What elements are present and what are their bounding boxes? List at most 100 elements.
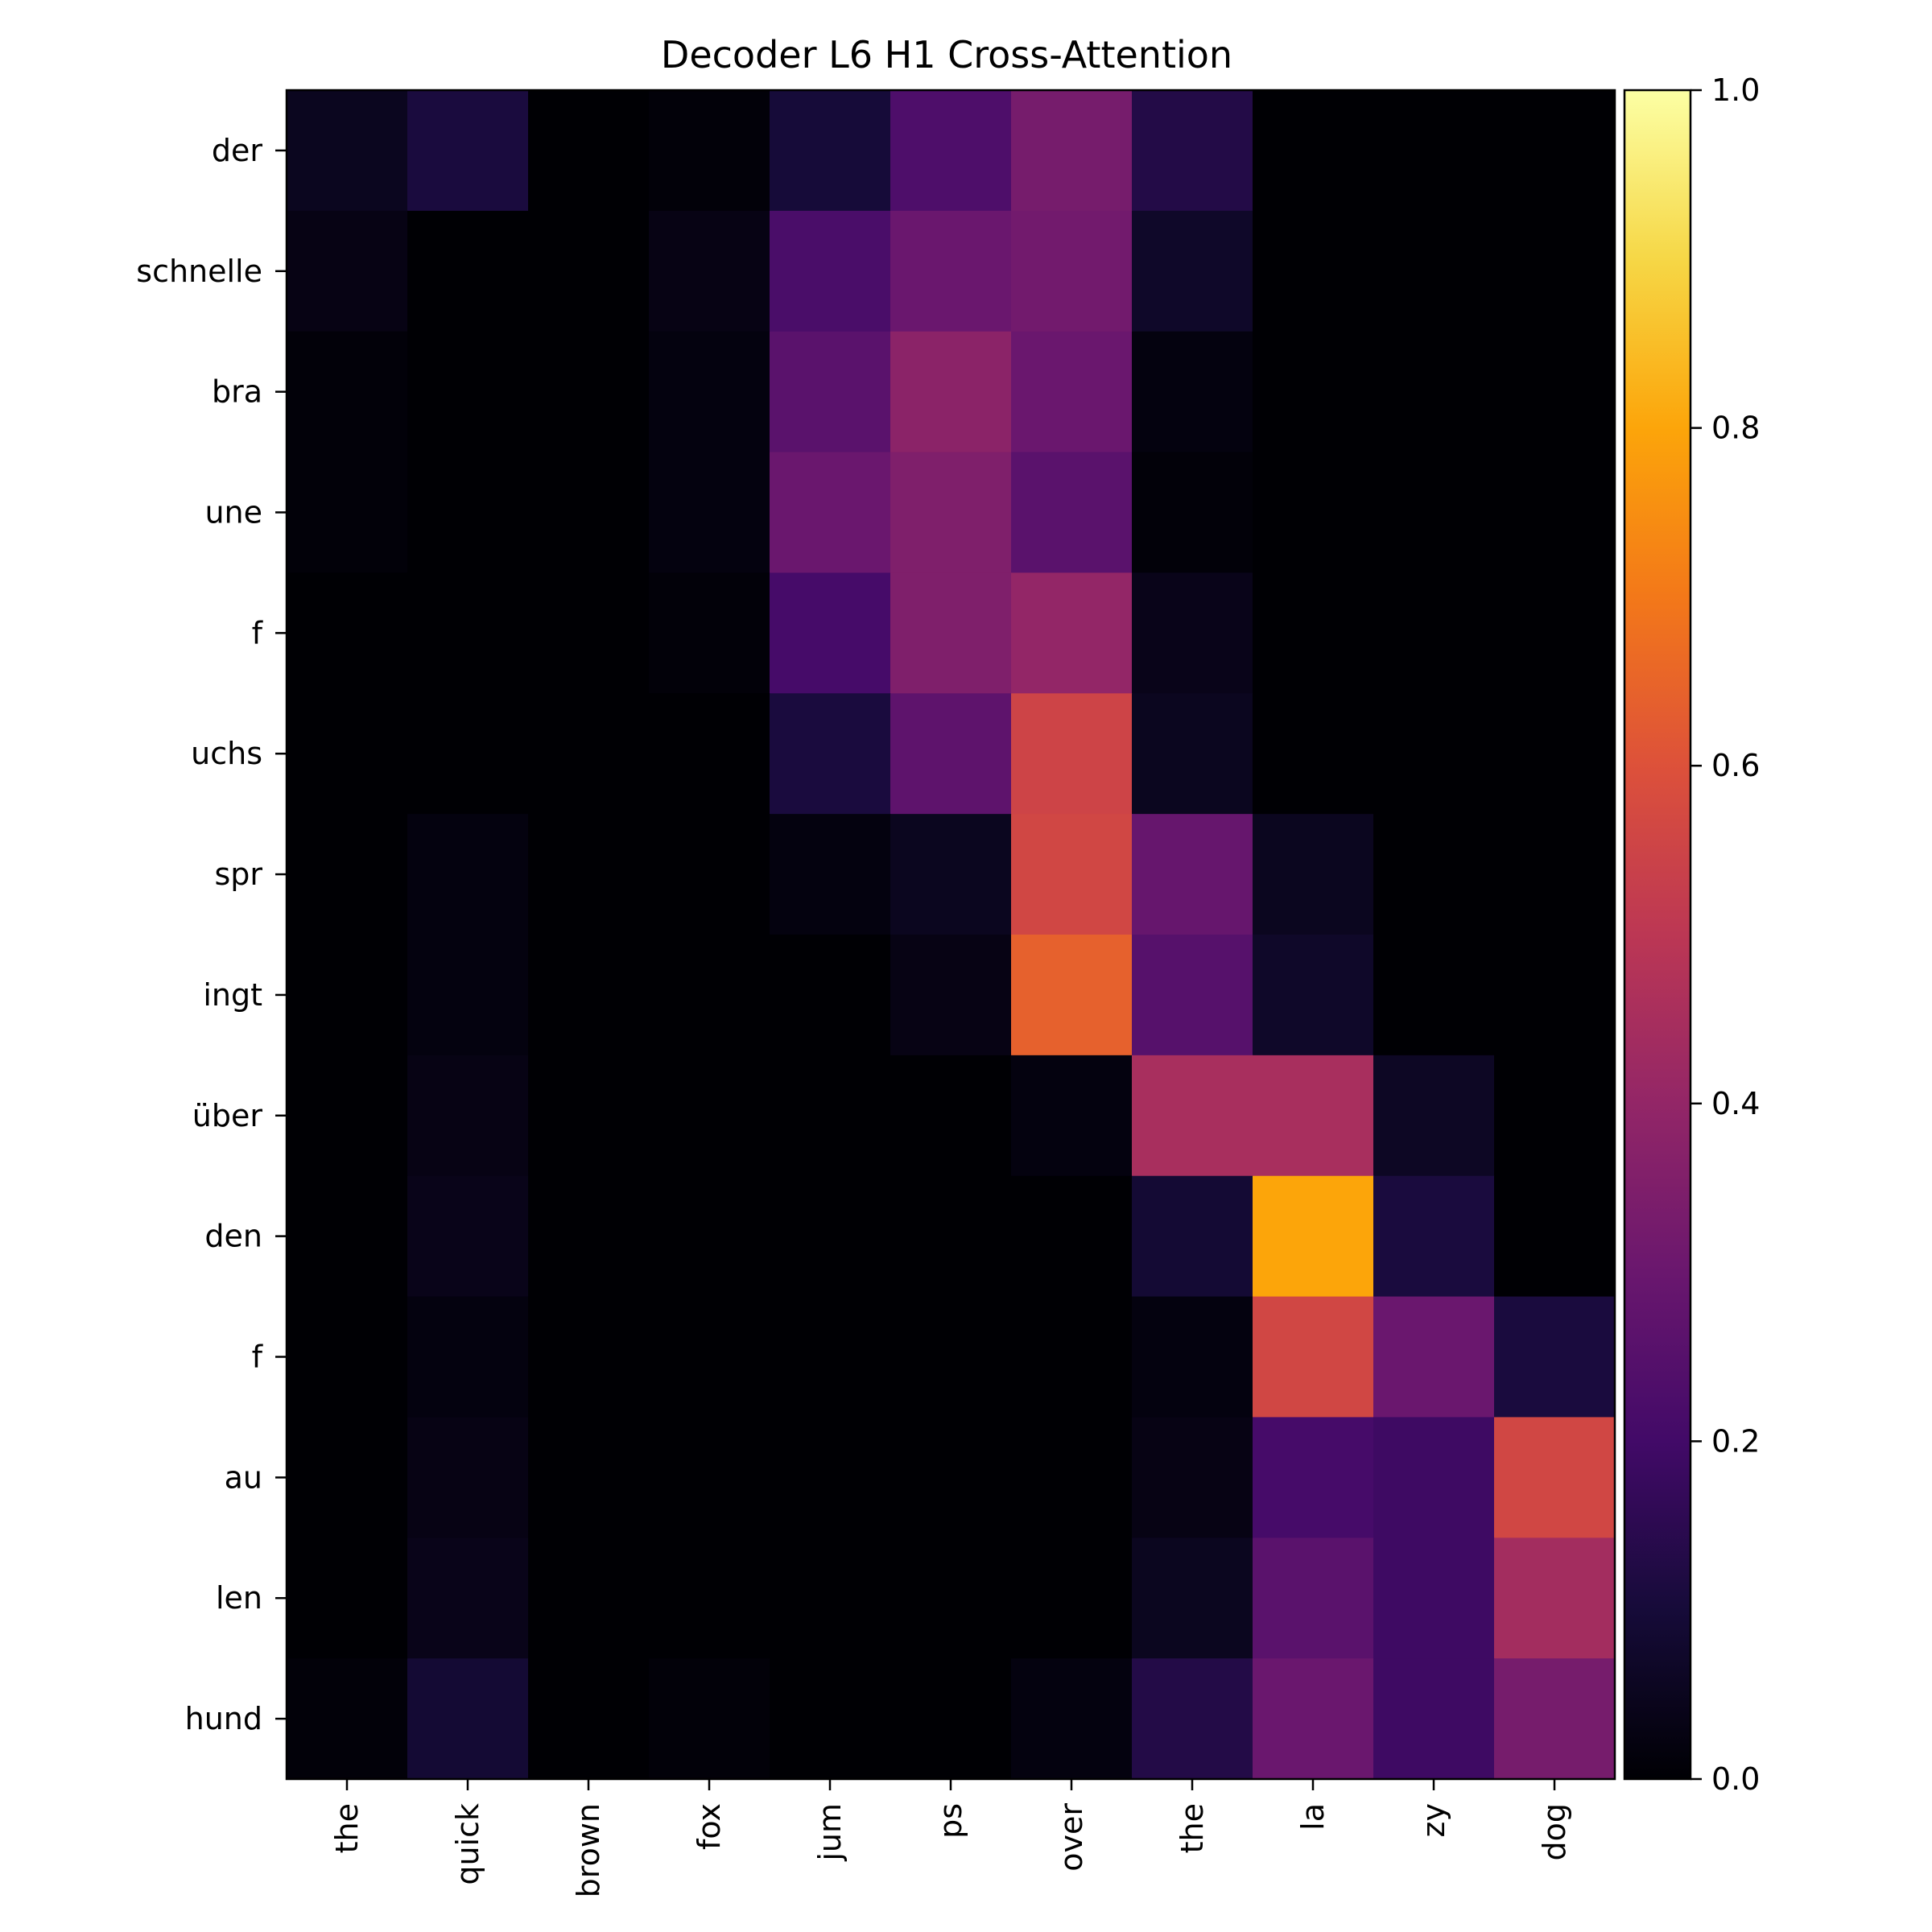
heatmap-cell (1011, 935, 1133, 1056)
y-tick-label: au (225, 1459, 262, 1495)
heatmap-cell (528, 210, 650, 332)
heatmap-cell (528, 1055, 650, 1177)
heatmap-cell (1494, 1417, 1616, 1538)
heatmap-cell (1494, 572, 1616, 694)
chart-title: Decoder L6 H1 Cross-Attention (661, 33, 1232, 76)
heatmap-cell (890, 935, 1012, 1056)
heatmap-cell (1253, 331, 1374, 453)
heatmap-cell (1373, 331, 1495, 453)
heatmap-cell (287, 1538, 408, 1659)
y-tick-label: bra (212, 374, 262, 410)
heatmap-cell (649, 1055, 770, 1177)
heatmap-cell (649, 1538, 770, 1659)
heatmap-cell (1494, 331, 1616, 453)
heatmap-cell (1373, 1538, 1495, 1659)
x-tick-label: dog (1537, 1803, 1572, 1861)
y-tick-label: une (204, 495, 262, 530)
heatmap-cell (1253, 814, 1374, 935)
heatmap-cell (890, 1175, 1012, 1298)
heatmap-cell (528, 1417, 650, 1538)
x-tick-label: jum (812, 1803, 848, 1862)
heatmap-cell (1132, 1417, 1253, 1538)
heatmap-cell (528, 572, 650, 694)
heatmap-cell (1494, 1538, 1616, 1659)
heatmap-cell (1494, 1296, 1616, 1418)
heatmap-cell (1494, 1658, 1616, 1780)
x-tick-label: the (1174, 1803, 1210, 1853)
heatmap-cell (407, 693, 529, 815)
heatmap-cell (770, 572, 891, 694)
heatmap-cell (1132, 572, 1253, 694)
heatmap-cell (890, 1417, 1012, 1538)
heatmap-cell (287, 1055, 408, 1177)
heatmap-cell (528, 1175, 650, 1298)
heatmap-cell (770, 1417, 891, 1538)
heatmap-cell (1373, 1658, 1495, 1780)
heatmap-cell (890, 1296, 1012, 1418)
heatmap-cell (649, 1296, 770, 1418)
heatmap-cell (649, 1175, 770, 1298)
heatmap-cell (1253, 1417, 1374, 1538)
heatmap-cell (770, 210, 891, 332)
y-tick-label: uchs (191, 736, 262, 771)
heatmap-cell (770, 1175, 891, 1298)
heatmap-cell (528, 935, 650, 1056)
heatmap-cell (287, 90, 408, 212)
heatmap-cell (1011, 1296, 1133, 1418)
heatmap-cell (287, 331, 408, 453)
heatmap-cell (770, 90, 891, 212)
y-tick-label: len (216, 1580, 262, 1616)
heatmap-cell (1253, 1055, 1374, 1177)
heatmap-cell (1253, 1175, 1374, 1298)
heatmap-cell (890, 1055, 1012, 1177)
heatmap-cell (407, 331, 529, 453)
heatmap-cell (407, 1658, 529, 1780)
heatmap-cell (1494, 814, 1616, 935)
y-tick-label: den (204, 1219, 262, 1254)
heatmap-cell (1253, 935, 1374, 1056)
x-tick-label: ps (933, 1803, 968, 1839)
heatmap-cell (1011, 1658, 1133, 1780)
x-tick-label: the (329, 1803, 365, 1853)
heatmap-cell (1373, 210, 1495, 332)
heatmap-cell (1373, 452, 1495, 574)
heatmap-cell (1373, 814, 1495, 935)
heatmap-cell (1373, 1417, 1495, 1538)
heatmap-cell (287, 814, 408, 935)
heatmap-cell (287, 1417, 408, 1538)
heatmap-cell (1011, 1175, 1133, 1298)
heatmap-cell (770, 1538, 891, 1659)
heatmap-cell (407, 572, 529, 694)
heatmap-cell (1011, 90, 1133, 212)
heatmap-cell (407, 1175, 529, 1298)
heatmap-cell (1494, 90, 1616, 212)
heatmap-cell (770, 1055, 891, 1177)
heatmap-cell (1494, 693, 1616, 815)
heatmap-cell (890, 331, 1012, 453)
heatmap-cell (649, 935, 770, 1056)
heatmap-cell (1494, 935, 1616, 1056)
heatmap-cell (890, 210, 1012, 332)
heatmap-cell (890, 814, 1012, 935)
heatmap-cell (649, 1417, 770, 1538)
heatmap-cell (1373, 1175, 1495, 1298)
heatmap-cell (528, 331, 650, 453)
colorbar-tick-label: 0.0 (1711, 1761, 1760, 1797)
heatmap-cell (649, 331, 770, 453)
heatmap-cell (649, 90, 770, 212)
heatmap-cell (287, 693, 408, 815)
heatmap-cell (287, 1658, 408, 1780)
heatmap-cell (528, 1658, 650, 1780)
heatmap-cell (1253, 1658, 1374, 1780)
heatmap-cell (287, 935, 408, 1056)
heatmap-cell (528, 90, 650, 212)
heatmap-cell (287, 1175, 408, 1298)
colorbar-tick-label: 0.4 (1711, 1086, 1760, 1121)
heatmap-cell (407, 90, 529, 212)
heatmap-cell (1132, 1296, 1253, 1418)
heatmap-cell (1494, 452, 1616, 574)
x-tick-label: zy (1416, 1803, 1451, 1837)
y-tick-label: schnelle (136, 254, 262, 289)
heatmap-cell (1253, 452, 1374, 574)
heatmap-cell (649, 452, 770, 574)
